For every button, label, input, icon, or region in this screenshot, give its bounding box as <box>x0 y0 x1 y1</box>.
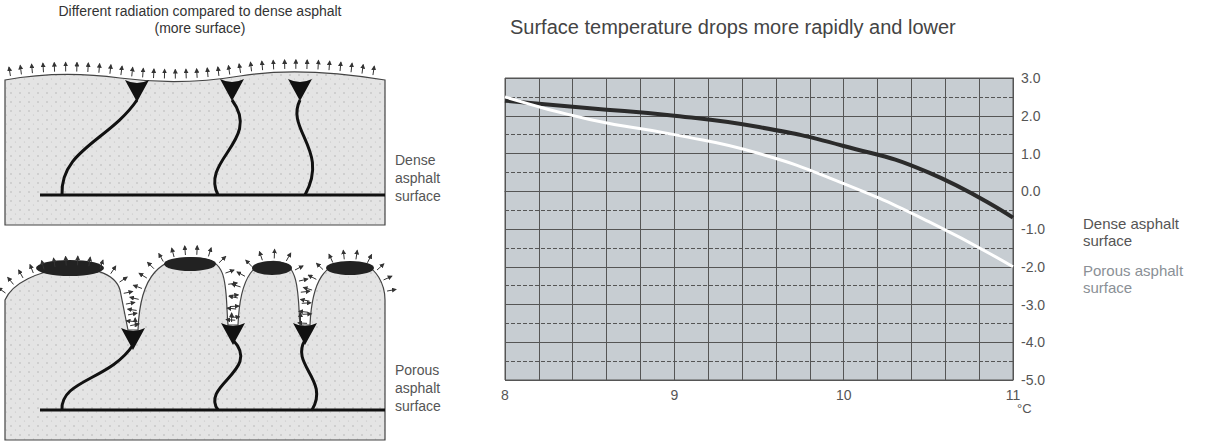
svg-text:-4.0: -4.0 <box>1021 334 1045 350</box>
svg-text:0.0: 0.0 <box>1021 183 1041 199</box>
svg-text:11: 11 <box>1006 387 1021 403</box>
svg-text:°C: °C <box>1017 401 1032 416</box>
svg-text:surface: surface <box>395 398 441 414</box>
svg-text:surface: surface <box>1083 232 1132 249</box>
svg-text:-3.0: -3.0 <box>1021 297 1045 313</box>
svg-text:Dense: Dense <box>395 152 436 168</box>
svg-text:-1.0: -1.0 <box>1021 221 1045 237</box>
svg-text:-5.0: -5.0 <box>1021 372 1045 388</box>
svg-text:Porous asphalt: Porous asphalt <box>1083 262 1184 279</box>
svg-text:1.0: 1.0 <box>1021 146 1041 162</box>
svg-text:asphalt: asphalt <box>395 170 440 186</box>
svg-text:surface: surface <box>395 188 441 204</box>
svg-text:8: 8 <box>501 387 509 403</box>
svg-text:9: 9 <box>670 387 678 403</box>
svg-text:asphalt: asphalt <box>395 380 440 396</box>
svg-text:surface: surface <box>1083 279 1132 296</box>
svg-text:Porous: Porous <box>395 362 439 378</box>
svg-text:2.0: 2.0 <box>1021 108 1041 124</box>
svg-text:3.0: 3.0 <box>1021 70 1041 86</box>
svg-text:10: 10 <box>836 387 852 403</box>
svg-text:(more surface): (more surface) <box>154 20 245 36</box>
svg-text:-2.0: -2.0 <box>1021 259 1045 275</box>
svg-text:Surface temperature drops more: Surface temperature drops more rapidly a… <box>510 16 956 38</box>
svg-text:Dense asphalt: Dense asphalt <box>1083 215 1180 232</box>
svg-text:Different radiation compared t: Different radiation compared to dense as… <box>58 3 341 19</box>
